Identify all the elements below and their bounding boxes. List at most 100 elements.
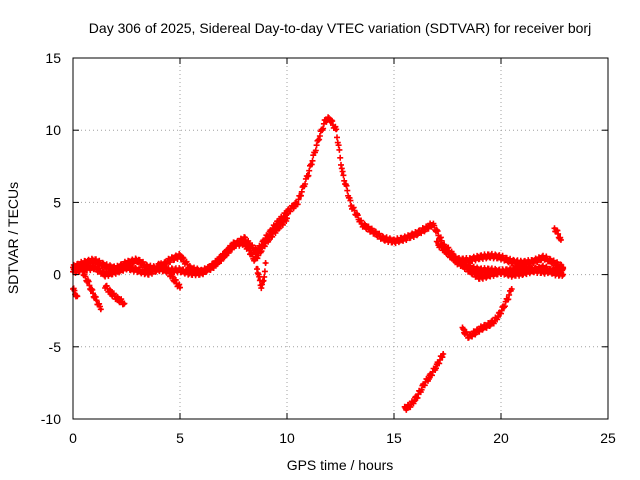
data-point — [467, 335, 471, 339]
data-point — [92, 258, 96, 262]
data-point — [510, 260, 514, 264]
data-point — [178, 285, 182, 290]
data-point — [257, 277, 261, 281]
data-point — [499, 255, 503, 259]
data-point — [520, 261, 525, 265]
data-point — [109, 291, 114, 295]
series-markers — [401, 351, 447, 413]
data-point — [178, 254, 182, 258]
data-point — [122, 301, 126, 306]
data-point — [296, 200, 300, 204]
data-point — [73, 291, 77, 295]
data-point — [488, 273, 492, 277]
data-point — [501, 306, 505, 310]
data-point — [531, 260, 535, 264]
y-tick-label: 0 — [53, 267, 61, 283]
series-early-falling-2 — [80, 271, 104, 313]
data-point — [473, 330, 477, 334]
data-point — [435, 363, 439, 368]
x-tick-label: 25 — [600, 430, 616, 446]
data-point — [86, 280, 90, 284]
data-point — [323, 118, 328, 122]
data-point — [259, 284, 263, 288]
data-point — [403, 236, 407, 241]
data-point — [261, 280, 266, 284]
data-point — [82, 273, 86, 277]
data-point — [403, 407, 407, 411]
data-point — [441, 352, 445, 356]
data-point — [75, 294, 79, 298]
data-point — [317, 135, 321, 140]
data-point — [499, 270, 503, 274]
data-point — [349, 203, 353, 207]
data-point — [253, 258, 257, 262]
series-mid-branch-17-23 — [444, 244, 567, 282]
data-point — [360, 222, 364, 226]
data-point — [199, 271, 203, 275]
data-point — [103, 273, 107, 277]
data-point — [167, 271, 171, 275]
data-point — [146, 271, 150, 275]
data-point — [189, 271, 193, 275]
data-point — [422, 382, 426, 386]
series-early-falling-4 — [155, 260, 183, 291]
y-tick-labels: -10 -5 0 5 10 15 — [41, 50, 61, 427]
y-tick-label: -10 — [41, 411, 61, 427]
data-point — [480, 326, 484, 330]
data-point — [242, 241, 246, 245]
data-point — [497, 313, 501, 317]
x-tick-label: 15 — [386, 430, 402, 446]
data-point — [478, 268, 482, 272]
data-point — [435, 241, 439, 245]
data-point — [409, 402, 413, 407]
data-point — [415, 394, 420, 398]
data-point — [488, 254, 492, 258]
x-tick-labels: 0 5 10 15 20 25 — [69, 430, 616, 446]
data-point — [467, 268, 471, 272]
data-point — [456, 260, 460, 264]
data-series — [70, 114, 567, 413]
data-point — [178, 268, 182, 272]
data-point — [167, 258, 171, 262]
data-point — [341, 171, 345, 176]
data-point — [135, 268, 139, 272]
data-point — [157, 261, 161, 265]
data-point — [510, 273, 514, 277]
series-early-falling-1 — [70, 285, 81, 300]
y-tick-label: 5 — [53, 194, 61, 210]
data-point — [542, 255, 546, 259]
data-point — [255, 265, 259, 269]
data-point — [552, 226, 557, 230]
data-point — [557, 234, 561, 238]
data-point — [103, 264, 107, 268]
data-point — [264, 261, 268, 265]
y-tick-label: 15 — [45, 50, 61, 66]
series-dip-near-9 — [254, 260, 269, 292]
data-point — [392, 239, 396, 243]
chart-title: Day 306 of 2025, Sidereal Day-to-day VTE… — [89, 20, 591, 36]
y-axis-label: SDTVAR / TECUs — [5, 182, 21, 294]
data-point — [559, 238, 563, 242]
data-point — [430, 222, 435, 226]
data-point — [428, 374, 432, 378]
data-point — [328, 117, 332, 121]
data-point — [90, 290, 94, 294]
data-point — [552, 271, 557, 275]
data-point — [99, 307, 103, 311]
data-point — [561, 273, 565, 277]
y-tick-label: -5 — [49, 339, 62, 355]
series-markers — [459, 286, 515, 341]
data-point — [467, 258, 471, 262]
data-point — [552, 261, 557, 265]
data-point — [520, 271, 525, 275]
data-point — [542, 265, 546, 269]
data-point — [231, 242, 236, 246]
data-point — [561, 265, 565, 269]
plot-frame — [72, 57, 609, 420]
data-point — [274, 228, 278, 232]
data-point — [285, 216, 289, 220]
grid-lines — [73, 58, 608, 419]
data-point — [510, 287, 514, 291]
data-point — [103, 284, 107, 288]
